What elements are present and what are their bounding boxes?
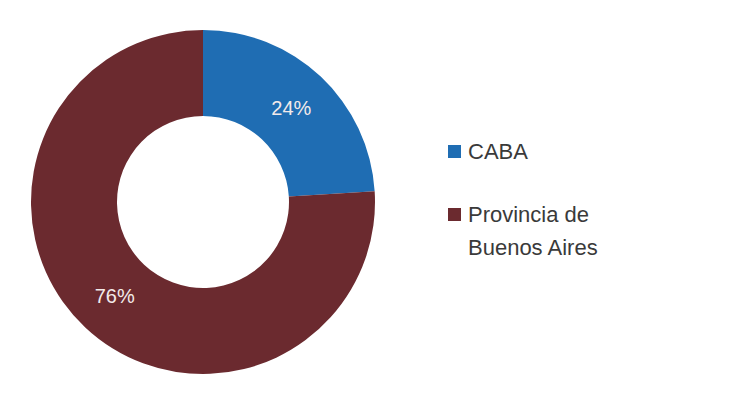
legend-label: Provincia de Buenos Aires (468, 202, 598, 260)
chart: 24% 76% CABA Provincia de Buenos Aires (0, 0, 739, 405)
slice (31, 30, 375, 374)
legend-item: CABA (448, 139, 528, 164)
data-label: 24% (271, 97, 311, 119)
legend-label: CABA (468, 139, 528, 164)
legend-label-line: CABA (468, 139, 528, 164)
legend: CABA Provincia de Buenos Aires (448, 139, 598, 260)
legend-item: Provincia de Buenos Aires (448, 202, 598, 260)
legend-label-line: Provincia de (468, 202, 589, 227)
legend-label-line: Buenos Aires (468, 235, 598, 260)
legend-swatch (448, 145, 461, 158)
slice (203, 30, 375, 197)
data-label: 76% (95, 285, 135, 307)
donut: 24% 76% (31, 30, 375, 374)
legend-swatch (448, 208, 461, 221)
